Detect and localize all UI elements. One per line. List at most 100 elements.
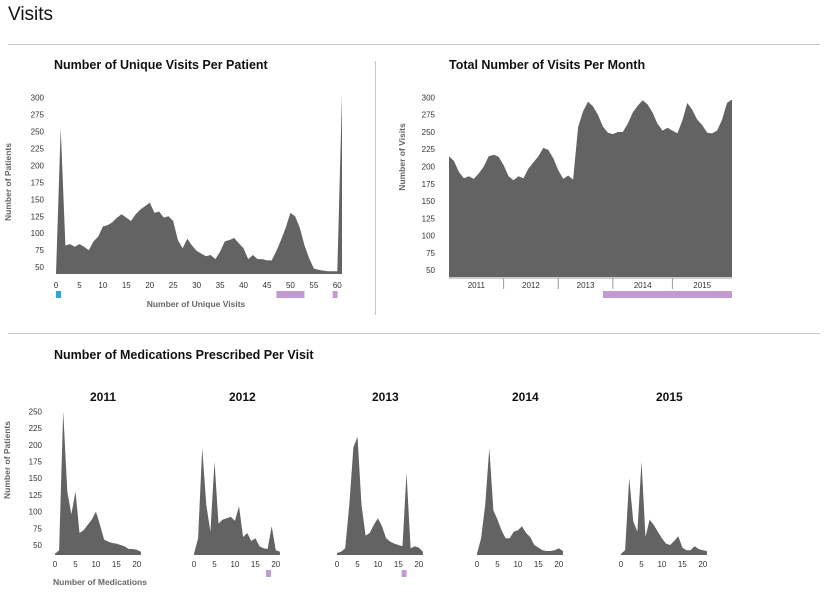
unique-visits-area	[56, 94, 342, 274]
x-tick-label: 60	[333, 281, 342, 290]
y-tick-label: 50	[35, 263, 44, 272]
year-tick-label: 2013	[577, 281, 595, 290]
x-tick-label: 15	[534, 560, 543, 569]
y-axis-label: Number of Patients	[3, 143, 13, 221]
y-tick-label: 225	[29, 424, 43, 433]
x-tick-label: 15	[122, 281, 131, 290]
y-axis-label: Number of Visits	[397, 123, 407, 191]
x-tick-label: 10	[657, 560, 666, 569]
header-divider	[8, 44, 820, 45]
x-tick-label: 45	[263, 281, 272, 290]
y-tick-label: 275	[422, 111, 436, 120]
monthly-visits-area	[449, 99, 732, 277]
selection-marker	[266, 570, 271, 577]
x-tick-label: 5	[639, 560, 644, 569]
medications-section-title: Number of Medications Prescribed Per Vis…	[54, 348, 314, 362]
x-tick-label: 10	[91, 560, 100, 569]
medications-area-2011	[55, 411, 141, 555]
y-tick-label: 75	[33, 524, 42, 533]
y-tick-label: 250	[31, 127, 45, 136]
x-tick-label: 50	[286, 281, 295, 290]
y-tick-label: 300	[422, 93, 436, 102]
x-tick-label: 55	[309, 281, 318, 290]
y-tick-label: 125	[29, 491, 43, 500]
x-tick-label: 35	[216, 281, 225, 290]
x-tick-label: 40	[239, 281, 248, 290]
y-tick-label: 200	[29, 441, 43, 450]
x-tick-label: 0	[53, 560, 58, 569]
x-tick-label: 20	[145, 281, 154, 290]
x-tick-label: 0	[475, 560, 480, 569]
y-tick-label: 125	[422, 214, 436, 223]
x-tick-label: 20	[698, 560, 707, 569]
y-tick-label: 300	[31, 93, 45, 102]
x-tick-label: 0	[335, 560, 340, 569]
y-tick-label: 250	[29, 407, 43, 416]
y-tick-label: 225	[31, 144, 45, 153]
x-axis-label: Number of Unique Visits	[147, 299, 246, 309]
page-title: Visits	[8, 4, 54, 25]
year-tick-label: 2012	[522, 281, 540, 290]
x-tick-label: 20	[271, 560, 280, 569]
selection-marker	[56, 291, 61, 298]
x-tick-label: 0	[54, 281, 59, 290]
x-tick-label: 20	[132, 560, 141, 569]
unique-visits-chart-title: Number of Unique Visits Per Patient	[54, 58, 268, 72]
x-tick-label: 15	[394, 560, 403, 569]
year-tick-label: 2015	[693, 281, 711, 290]
medications-area-2012	[194, 448, 280, 555]
med-chart-title-2013: 2013	[372, 390, 399, 404]
medications-area-2015	[621, 461, 707, 555]
y-tick-label: 125	[31, 212, 45, 221]
section-divider	[8, 333, 820, 334]
y-tick-label: 175	[29, 457, 43, 466]
selection-marker	[401, 570, 407, 577]
x-tick-label: 15	[251, 560, 260, 569]
x-tick-label: 5	[73, 560, 78, 569]
y-tick-label: 225	[422, 145, 436, 154]
y-tick-label: 100	[29, 508, 43, 517]
y-tick-label: 150	[422, 197, 436, 206]
med-chart-title-2012: 2012	[229, 390, 256, 404]
selection-marker	[276, 291, 305, 298]
y-tick-label: 50	[426, 266, 435, 275]
x-tick-label: 15	[112, 560, 121, 569]
monthly-visits-chart-title: Total Number of Visits Per Month	[449, 58, 646, 72]
x-tick-label: 5	[355, 560, 360, 569]
x-tick-label: 10	[230, 560, 239, 569]
y-tick-label: 50	[33, 541, 42, 550]
x-tick-label: 20	[414, 560, 423, 569]
y-tick-label: 100	[422, 232, 436, 241]
selection-marker	[602, 291, 732, 298]
x-tick-label: 10	[373, 560, 382, 569]
y-tick-label: 75	[426, 249, 435, 258]
y-tick-label: 75	[35, 246, 44, 255]
x-tick-label: 25	[169, 281, 178, 290]
y-tick-label: 250	[422, 128, 436, 137]
y-tick-label: 150	[31, 195, 45, 204]
x-tick-label: 0	[619, 560, 624, 569]
x-tick-label: 20	[554, 560, 563, 569]
year-tick-label: 2011	[468, 281, 486, 290]
x-tick-label: 5	[495, 560, 500, 569]
medications-area-2013	[337, 436, 423, 555]
x-tick-label: 0	[192, 560, 197, 569]
x-tick-label: 15	[678, 560, 687, 569]
med-chart-title-2014: 2014	[512, 390, 539, 404]
x-tick-label: 10	[513, 560, 522, 569]
y-tick-label: 150	[29, 474, 43, 483]
y-tick-label: 200	[422, 163, 436, 172]
x-tick-label: 5	[212, 560, 217, 569]
x-tick-label: 5	[77, 281, 82, 290]
selection-marker	[332, 291, 338, 298]
x-tick-label: 30	[192, 281, 201, 290]
y-tick-label: 100	[31, 229, 45, 238]
medications-area-2014	[477, 448, 563, 555]
y-tick-label: 200	[31, 161, 45, 170]
y-tick-label: 175	[31, 178, 45, 187]
y-tick-label: 175	[422, 180, 436, 189]
year-tick-label: 2014	[634, 281, 652, 290]
med-chart-title-2015: 2015	[656, 390, 683, 404]
chart-divider	[375, 61, 376, 315]
